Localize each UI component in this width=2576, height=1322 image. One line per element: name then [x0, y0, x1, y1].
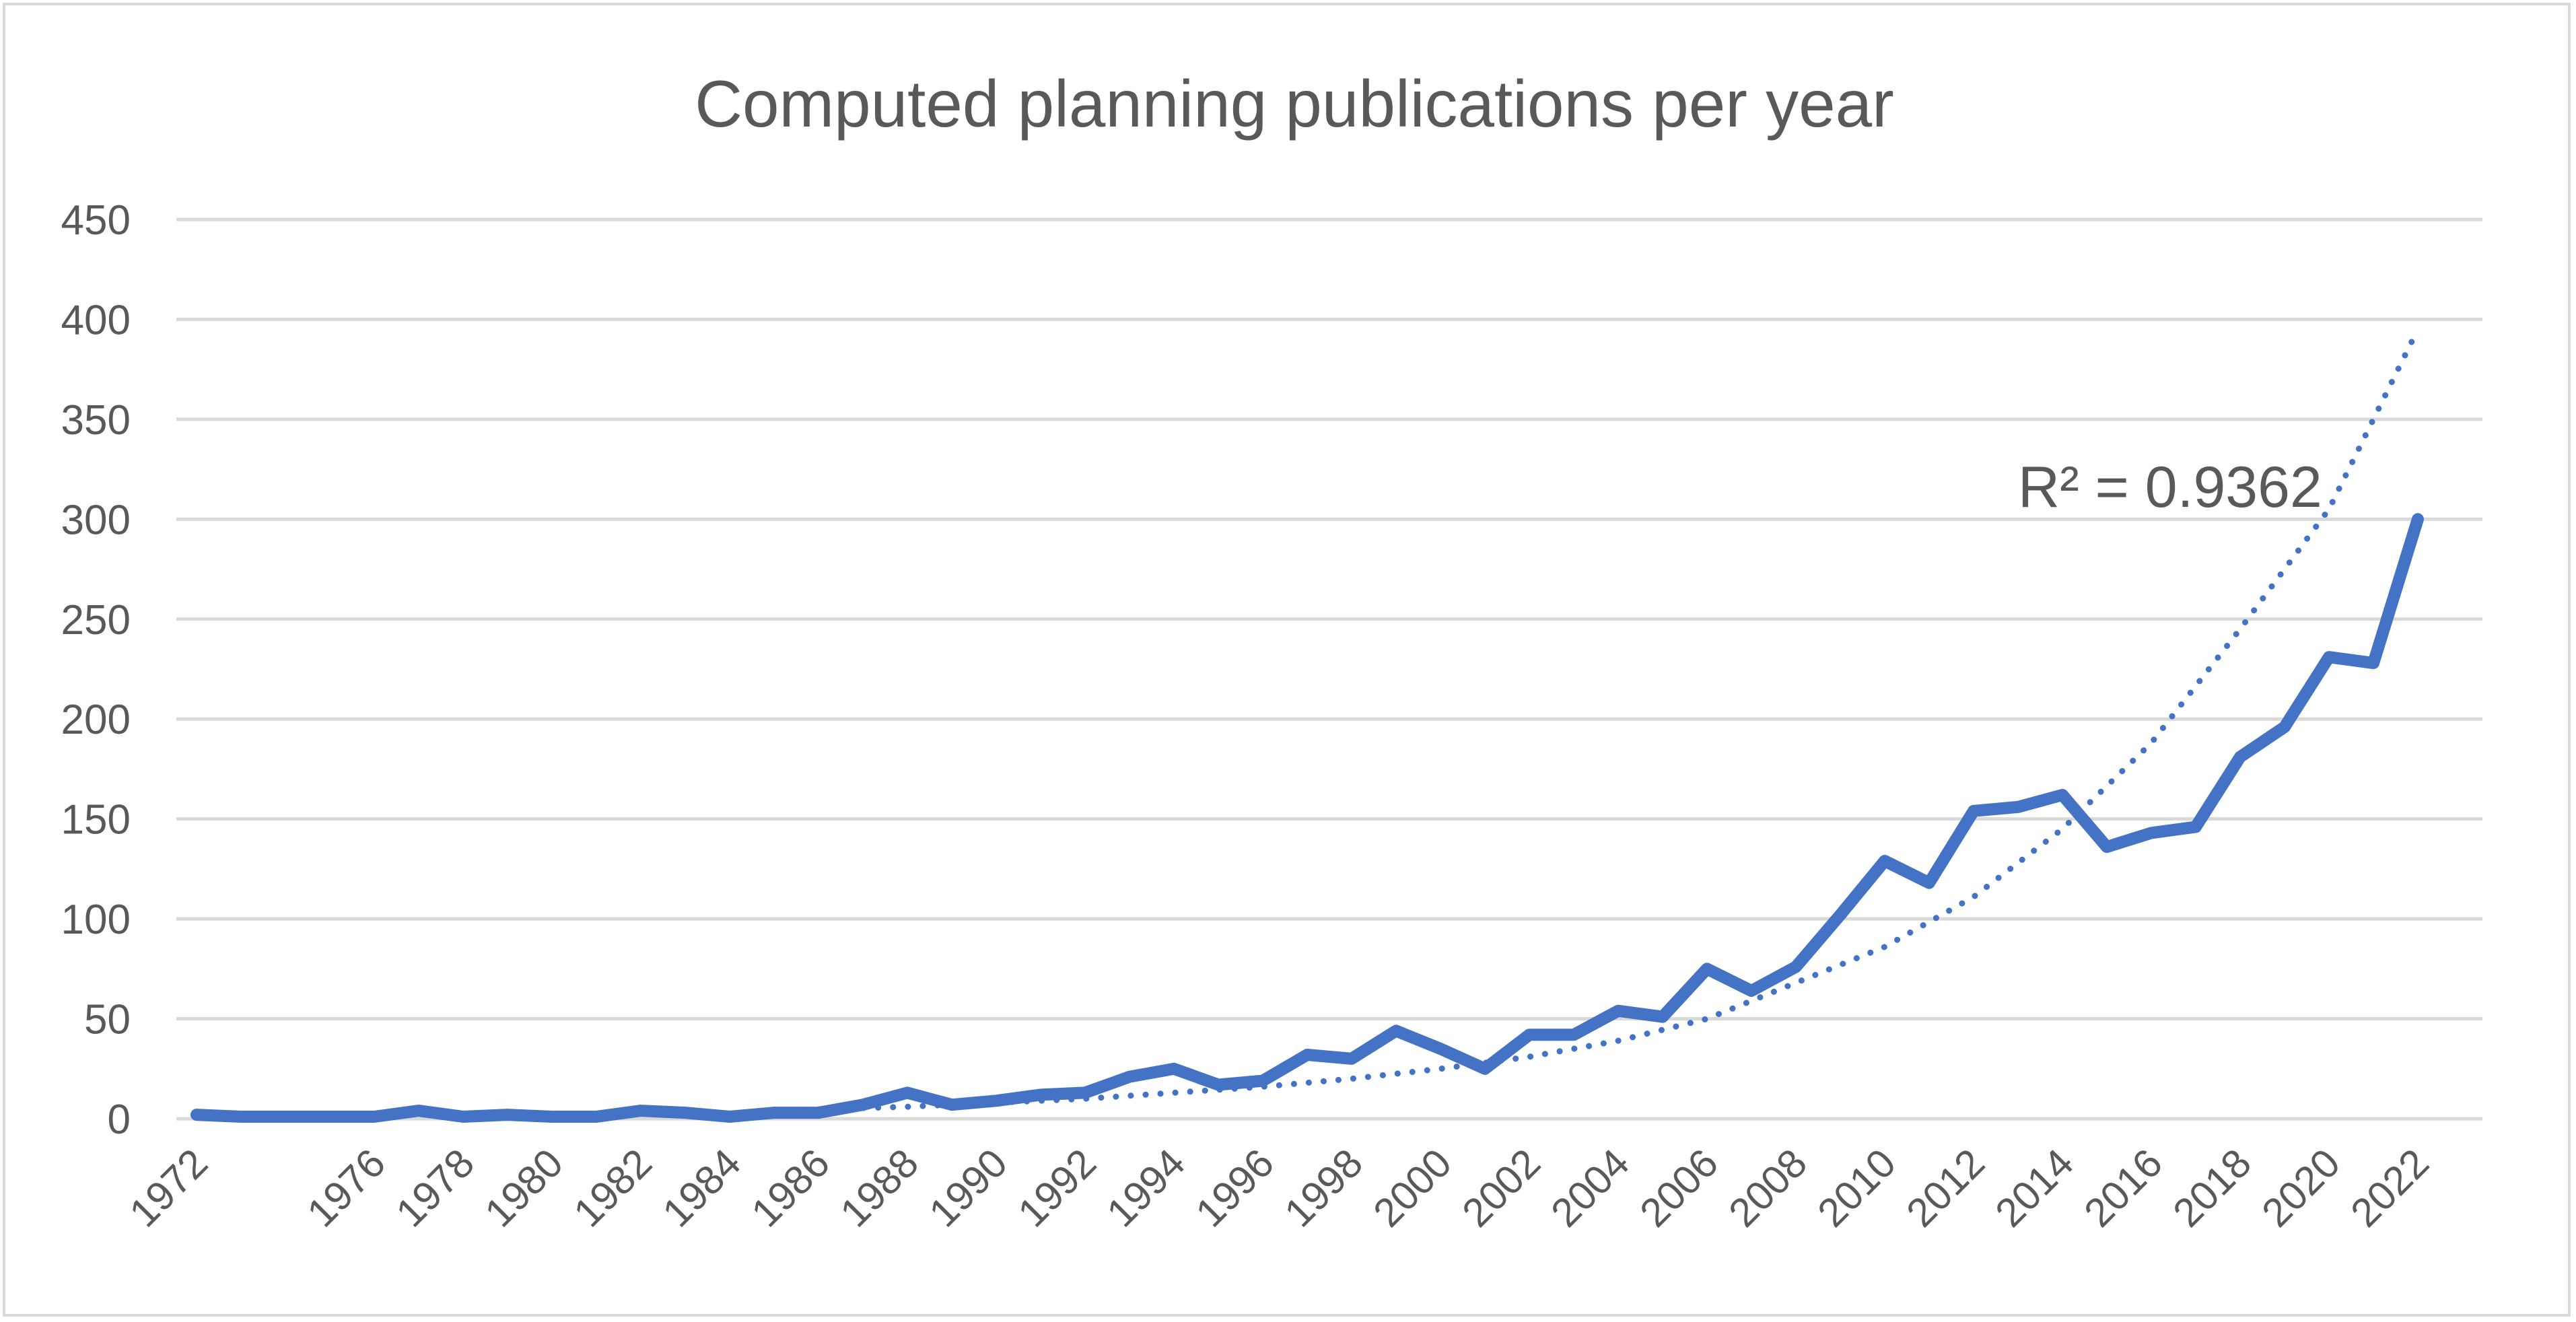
x-tick-label: 2010: [1809, 1140, 1904, 1236]
gridlines: [176, 217, 2482, 1121]
data-point-1984: [729, 1116, 730, 1118]
y-tick-label: 450: [61, 197, 131, 244]
x-axis-ticks: 1972 197619781980198219841986198819901992…: [120, 1140, 2437, 1236]
data-point-1977: [418, 1110, 419, 1112]
x-tick-label: 1984: [654, 1140, 749, 1236]
data-point-1988: [907, 1092, 908, 1094]
y-tick-label: 150: [61, 797, 131, 843]
y-tick-label: 50: [84, 997, 131, 1043]
data-point-2021: [2373, 662, 2374, 664]
data-point-1993: [1129, 1076, 1130, 1078]
data-point-1994: [1173, 1068, 1175, 1070]
x-tick-label: 1990: [920, 1140, 1016, 1236]
data-point-1981: [596, 1116, 597, 1118]
data-point-1998: [1351, 1057, 1352, 1059]
data-point-1980: [551, 1116, 553, 1118]
data-point-2003: [1573, 1034, 1574, 1036]
x-tick-label: 1972: [120, 1140, 216, 1236]
x-tick-label: 1978: [387, 1140, 483, 1236]
series-group: [190, 326, 2424, 1123]
data-point-2006: [1706, 968, 1708, 970]
y-axis-ticks: 0 50 100 150 200 250 300 350 400 450: [61, 197, 131, 1143]
data-point-2012: [1973, 810, 1974, 812]
x-tick-label: 1986: [742, 1140, 838, 1236]
x-tick-label: 1992: [1009, 1140, 1105, 1236]
chart-title: Computed planning publications per year: [695, 67, 1893, 141]
data-point-1975: [329, 1116, 330, 1118]
x-tick-label: 1998: [1276, 1140, 1371, 1236]
data-point-2001: [1484, 1068, 1486, 1070]
data-point-1996: [1262, 1080, 1263, 1082]
r-squared-annotation: R² = 0.9362: [2018, 455, 2322, 520]
y-tick-label: 300: [61, 497, 131, 543]
data-point-1976: [374, 1116, 375, 1118]
data-point-2008: [1795, 966, 1797, 968]
x-tick-label: 1976: [298, 1140, 394, 1236]
x-tick-label: 2008: [1720, 1140, 1815, 1236]
x-tick-label: 1996: [1187, 1140, 1282, 1236]
data-point-2016: [2151, 832, 2152, 834]
data-point-2000: [1440, 1048, 1441, 1050]
data-point-1983: [685, 1112, 686, 1114]
x-tick-label: 2006: [1631, 1140, 1727, 1236]
y-tick-label: 250: [61, 597, 131, 643]
data-point-2014: [2062, 794, 2063, 796]
data-point-2017: [2195, 826, 2196, 828]
y-tick-label: 350: [61, 397, 131, 444]
x-tick-label: 1980: [476, 1140, 571, 1236]
y-tick-label: 400: [61, 297, 131, 343]
data-point-1974: [285, 1116, 286, 1118]
x-tick-label: 2018: [2164, 1140, 2260, 1236]
x-tick-label: 2020: [2253, 1140, 2348, 1236]
x-tick-label: 2004: [1542, 1140, 1638, 1236]
x-tick-label: 2000: [1364, 1140, 1460, 1236]
x-tick-label: 2002: [1453, 1140, 1549, 1236]
data-point-1997: [1307, 1053, 1308, 1055]
data-point-2007: [1751, 989, 1752, 992]
data-point-2022: [2417, 518, 2418, 520]
chart-frame: Computed planning publications per year …: [3, 3, 2571, 1317]
data-point-1979: [507, 1114, 508, 1116]
data-point-2011: [1928, 882, 1930, 884]
data-point-2020: [2328, 656, 2330, 658]
y-tick-label: 0: [108, 1097, 131, 1143]
x-tick-label: 1982: [565, 1140, 660, 1236]
line-chart: Computed planning publications per year …: [61, 67, 2482, 1236]
data-point-1972: [196, 1114, 197, 1116]
data-point-2018: [2239, 756, 2241, 758]
x-tick-label: 2022: [2342, 1140, 2437, 1236]
data-point-2010: [1884, 860, 1885, 862]
y-tick-label: 100: [61, 897, 131, 943]
data-point-1999: [1395, 1030, 1397, 1032]
data-point-1973: [240, 1116, 242, 1118]
data-point-1982: [640, 1110, 641, 1112]
x-tick-label: 2014: [1986, 1140, 2082, 1236]
x-tick-label: 2012: [1898, 1140, 1993, 1236]
data-point-2019: [2284, 726, 2285, 728]
x-tick-label: 1994: [1098, 1140, 1193, 1236]
data-point-2005: [1662, 1016, 1663, 1018]
data-point-2015: [2106, 846, 2108, 848]
y-tick-label: 200: [61, 697, 131, 743]
trendline: [771, 326, 2421, 1114]
x-tick-label: 2016: [2075, 1140, 2171, 1236]
data-point-2013: [2017, 806, 2019, 808]
data-point-2004: [1617, 1010, 1619, 1012]
data-point-2009: [1840, 914, 1841, 916]
data-point-1978: [462, 1116, 464, 1118]
data-point-1995: [1218, 1084, 1219, 1086]
data-point-1991: [1040, 1094, 1041, 1096]
x-tick-label: 1988: [831, 1140, 927, 1236]
data-point-2002: [1529, 1034, 1530, 1036]
data-point-1992: [1084, 1092, 1086, 1094]
